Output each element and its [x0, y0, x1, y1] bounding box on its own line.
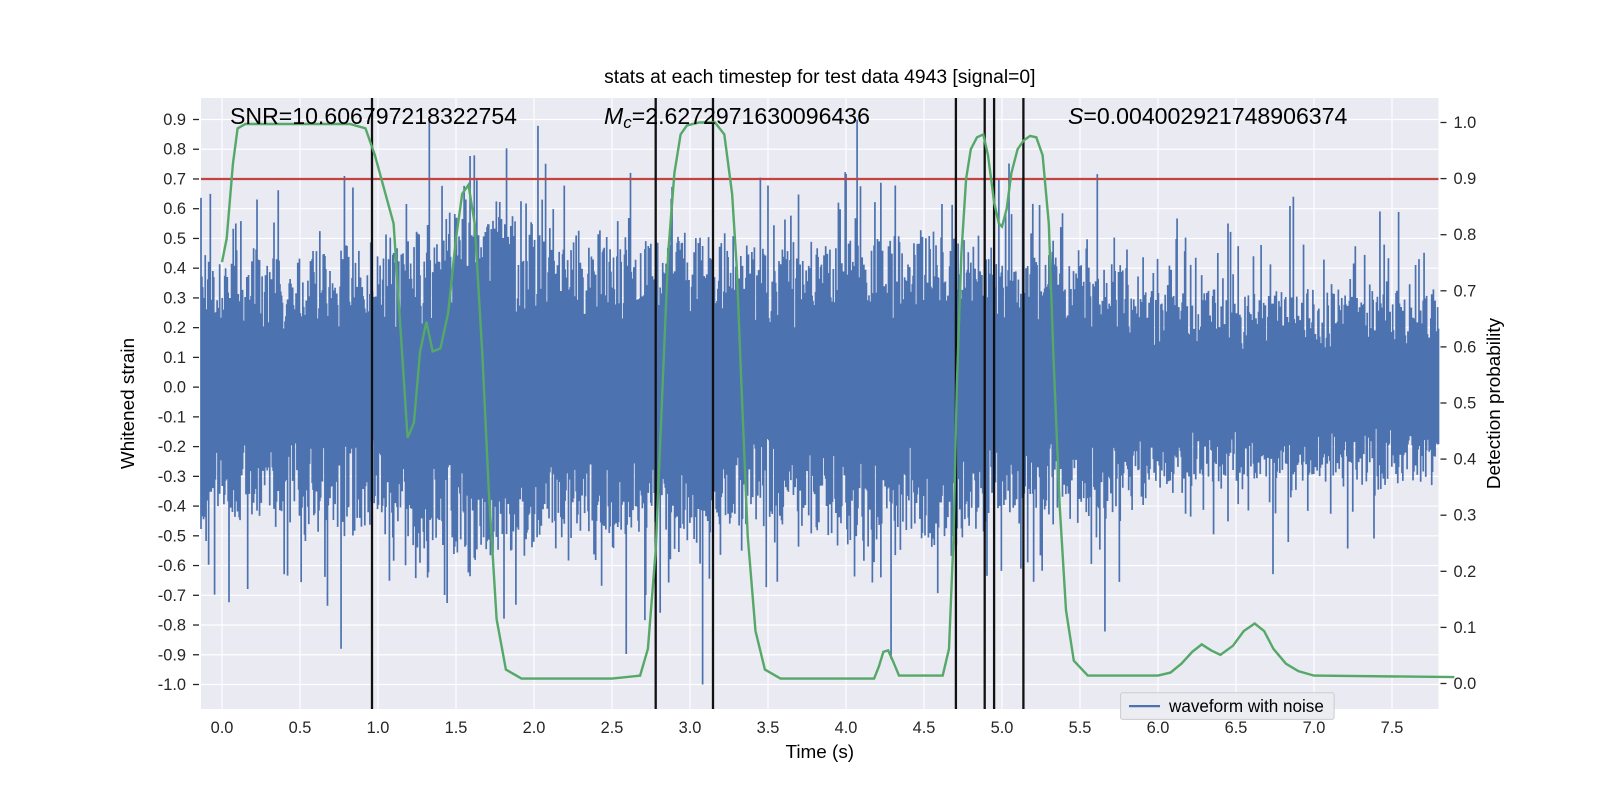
svg-text:-0.8: -0.8 [158, 617, 186, 635]
svg-text:Detection probability: Detection probability [1484, 317, 1505, 489]
svg-text:0.4: 0.4 [163, 260, 186, 278]
svg-text:5.0: 5.0 [991, 719, 1014, 737]
svg-text:-0.9: -0.9 [158, 646, 186, 664]
svg-text:0.2: 0.2 [163, 319, 186, 337]
svg-text:0.5: 0.5 [163, 230, 186, 248]
svg-text:0.7: 0.7 [163, 170, 186, 188]
svg-text:2.5: 2.5 [601, 719, 624, 737]
svg-text:-0.4: -0.4 [158, 498, 186, 516]
svg-text:0.1: 0.1 [163, 349, 186, 367]
svg-text:0.3: 0.3 [1454, 507, 1477, 525]
svg-text:-0.3: -0.3 [158, 468, 186, 486]
svg-text:0.6: 0.6 [163, 200, 186, 218]
svg-text:S=0.004002921748906374: S=0.004002921748906374 [1068, 103, 1347, 129]
svg-text:2.0: 2.0 [523, 719, 546, 737]
svg-text:4.5: 4.5 [913, 719, 936, 737]
svg-text:0.0: 0.0 [211, 719, 234, 737]
svg-text:-0.6: -0.6 [158, 557, 186, 575]
svg-text:0.9: 0.9 [1454, 170, 1477, 188]
svg-text:0.7: 0.7 [1454, 282, 1477, 300]
svg-text:1.5: 1.5 [445, 719, 468, 737]
svg-text:1.0: 1.0 [1454, 114, 1477, 132]
svg-text:Whitened strain: Whitened strain [118, 338, 139, 469]
svg-text:0.8: 0.8 [163, 141, 186, 159]
svg-text:0.5: 0.5 [1454, 395, 1477, 413]
svg-text:4.0: 4.0 [835, 719, 858, 737]
svg-text:Mc=2.6272971630096436: Mc=2.6272971630096436 [604, 103, 870, 132]
svg-text:-0.5: -0.5 [158, 527, 186, 545]
svg-text:0.6: 0.6 [1454, 338, 1477, 356]
svg-text:-0.1: -0.1 [158, 408, 186, 426]
svg-text:3.5: 3.5 [757, 719, 780, 737]
svg-text:7.5: 7.5 [1381, 719, 1404, 737]
svg-text:5.5: 5.5 [1069, 719, 1092, 737]
svg-text:0.5: 0.5 [289, 719, 312, 737]
svg-text:3.0: 3.0 [679, 719, 702, 737]
svg-text:0.0: 0.0 [1454, 675, 1477, 693]
svg-text:0.3: 0.3 [163, 289, 186, 307]
svg-text:6.0: 6.0 [1147, 719, 1170, 737]
svg-text:stats at each timestep for tes: stats at each timestep for test data 494… [604, 67, 1035, 88]
svg-text:0.1: 0.1 [1454, 619, 1477, 637]
svg-text:7.0: 7.0 [1303, 719, 1326, 737]
svg-text:6.5: 6.5 [1225, 719, 1248, 737]
svg-text:0.0: 0.0 [163, 379, 186, 397]
svg-text:1.0: 1.0 [367, 719, 390, 737]
svg-text:-1.0: -1.0 [158, 676, 186, 694]
svg-text:waveform with noise: waveform with noise [1168, 697, 1324, 716]
svg-text:0.4: 0.4 [1454, 451, 1477, 469]
svg-text:0.8: 0.8 [1454, 226, 1477, 244]
svg-text:-0.7: -0.7 [158, 587, 186, 605]
svg-text:-0.2: -0.2 [158, 438, 186, 456]
svg-text:0.2: 0.2 [1454, 563, 1477, 581]
svg-text:0.9: 0.9 [163, 111, 186, 129]
svg-text:Time (s): Time (s) [786, 742, 855, 763]
svg-text:SNR=10.606797218322754: SNR=10.606797218322754 [230, 103, 517, 129]
